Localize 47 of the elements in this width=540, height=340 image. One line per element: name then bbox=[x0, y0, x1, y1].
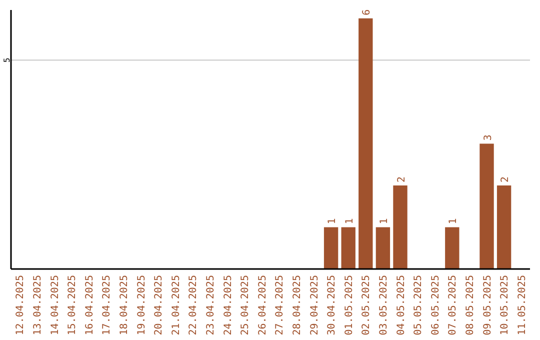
x-tick-label: 19.04.2025 bbox=[136, 275, 148, 336]
bar bbox=[324, 227, 338, 269]
x-tick-label: 16.04.2025 bbox=[84, 275, 96, 336]
x-tick-label: 02.05.2025 bbox=[361, 275, 372, 336]
data-label: 2 bbox=[500, 176, 512, 182]
x-tick-label: 05.05.2025 bbox=[413, 275, 424, 336]
y-tick-label: 5 bbox=[2, 58, 12, 63]
data-label: 1 bbox=[327, 218, 338, 224]
bar bbox=[358, 18, 373, 269]
x-tick-label: 12.04.2025 bbox=[15, 275, 26, 336]
x-tick-label: 03.05.2025 bbox=[378, 275, 390, 336]
x-tick-label: 14.04.2025 bbox=[50, 275, 61, 336]
data-label: 1 bbox=[378, 218, 390, 224]
x-tick-label: 09.05.2025 bbox=[482, 275, 494, 336]
x-tick-label: 06.05.2025 bbox=[430, 275, 442, 336]
x-tick-label: 23.04.2025 bbox=[205, 275, 216, 336]
x-tick-label: 07.05.2025 bbox=[448, 275, 459, 336]
bar bbox=[376, 227, 390, 269]
x-tick-label: 04.05.2025 bbox=[396, 275, 407, 336]
bar bbox=[480, 144, 494, 269]
x-tick-label: 08.05.2025 bbox=[464, 275, 476, 336]
data-label: 6 bbox=[362, 9, 373, 16]
bar bbox=[496, 185, 512, 269]
bar bbox=[393, 185, 408, 269]
x-tick-label: 21.04.2025 bbox=[170, 275, 182, 336]
x-tick-label: 15.04.2025 bbox=[67, 275, 78, 336]
x-tick-label: 11.05.2025 bbox=[516, 275, 528, 336]
x-tick-label: 18.04.2025 bbox=[118, 275, 130, 336]
bar bbox=[445, 227, 460, 269]
x-tick-label: 24.04.2025 bbox=[222, 275, 234, 336]
bar bbox=[341, 227, 356, 269]
x-tick-label: 22.04.2025 bbox=[188, 275, 200, 336]
x-tick-label: 27.04.2025 bbox=[274, 275, 286, 336]
x-tick-label: 13.04.2025 bbox=[32, 275, 44, 336]
data-label: 2 bbox=[396, 176, 408, 182]
data-label: 3 bbox=[482, 134, 494, 141]
data-label: 1 bbox=[448, 218, 460, 224]
data-label: 1 bbox=[344, 218, 356, 224]
x-tick-label: 28.04.2025 bbox=[292, 275, 303, 336]
x-tick-label: 30.04.2025 bbox=[326, 275, 338, 336]
x-tick-label: 17.04.2025 bbox=[102, 275, 113, 336]
x-tick-label: 29.04.2025 bbox=[309, 275, 320, 336]
x-tick-label: 25.04.2025 bbox=[240, 275, 252, 336]
x-tick-label: 20.04.2025 bbox=[154, 275, 165, 336]
x-tick-label: 26.04.2025 bbox=[257, 275, 268, 336]
x-tick-label: 01.05.2025 bbox=[344, 275, 355, 336]
x-tick-label: 10.05.2025 bbox=[500, 275, 511, 336]
